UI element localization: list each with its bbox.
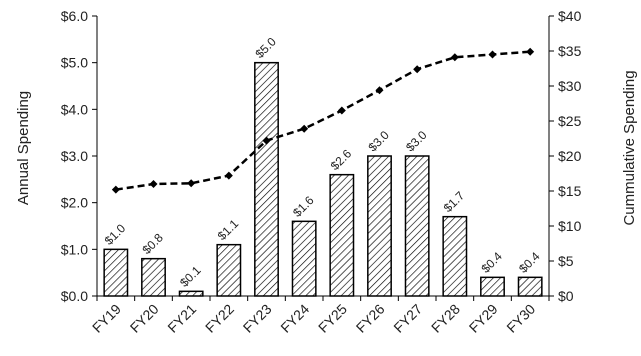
bar [216,243,242,297]
bar [442,215,468,297]
left-tick-labels: $0.0 $1.0 $2.0 $3.0 $4.0 $5.0 $6.0 [61,8,88,304]
cumulative-point [187,179,196,188]
category-label: FY19 [89,301,124,336]
cumulative-point [300,124,309,133]
bar [141,257,166,297]
cumulative-point [337,106,346,115]
cumulative-line-path [115,50,531,191]
bar-data-label: $0.4 [516,249,543,276]
bar [329,173,355,297]
bar-data-label: $3.0 [365,128,392,155]
category-label: FY25 [315,301,350,336]
category-label: FY24 [277,301,312,336]
right-tick-label: $30 [558,78,582,94]
left-tick-label: $1.0 [61,241,88,257]
bar-data-labels: $1.0 $0.8 $0.1 $1.1 $5.0 $1.6 $2.6 $3.0 $3.0 $1.7… [102,34,543,289]
bar-data-label: $1.0 [102,221,129,248]
bar-data-label: $1.1 [215,216,242,243]
right-tick-label: $25 [558,113,582,129]
right-tick-label: $35 [558,43,582,59]
bar [404,155,430,297]
bar [103,248,129,297]
category-label: FY22 [202,301,237,336]
left-tick-label: $0.0 [61,288,88,304]
bar [480,276,505,297]
left-tick-label: $3.0 [61,148,88,164]
bar-data-label: $0.1 [177,263,204,290]
bar-data-label: $2.6 [328,146,355,173]
cumulative-point [375,86,384,95]
cumulative-point [262,136,271,145]
left-axis-title: Annual Spending [15,91,32,205]
cumulative-point [111,185,120,194]
left-tick-label: $2.0 [61,195,88,211]
right-tick-label: $10 [558,218,582,234]
cumulative-point [488,50,497,59]
bar-data-label: $1.7 [441,188,468,215]
bar-data-label: $0.8 [139,230,166,257]
category-label: FY23 [240,301,275,336]
cumulative-point [149,180,158,188]
right-tick-label: $5 [558,253,574,269]
category-label: FY30 [503,301,538,336]
category-label: FY21 [164,301,199,336]
right-tick-label: $0 [558,288,574,304]
left-tick-label: $5.0 [61,55,88,71]
category-label: FY28 [428,301,463,336]
right-axis-title: Cummulative Spending [621,70,638,225]
bar [517,276,543,297]
category-label: FY27 [390,301,425,336]
annual-spending-bars [103,61,543,297]
category-tick-labels: FY19 FY20 FY21 FY22 FY23 FY24 FY25 FY26 FY27 FY28… [89,301,538,336]
right-tick-label: $40 [558,8,582,24]
axes [92,15,554,301]
cumulative-point [413,65,422,74]
bar [254,61,279,297]
right-tick-label: $20 [558,148,582,164]
bar [367,155,392,297]
bar [178,290,204,297]
cumulative-point [526,47,535,56]
bar-data-label: $5.0 [252,34,279,61]
left-tick-label: $6.0 [61,8,88,24]
category-label: FY20 [127,301,162,336]
cumulative-point [224,171,233,180]
bar-data-label: $1.6 [290,193,317,220]
bar-data-label: $0.4 [478,249,505,276]
left-tick-label: $4.0 [61,101,88,117]
category-label: FY26 [353,301,388,336]
cumulative-point [450,53,459,62]
cumulative-spending-line [111,47,535,194]
bar-data-label: $3.0 [403,128,430,155]
category-label: FY29 [466,301,501,336]
bar [291,220,317,297]
right-tick-label: $15 [558,183,582,199]
right-tick-labels: $0 $5 $10 $15 $20 $25 $30 $35 $40 [558,8,582,304]
